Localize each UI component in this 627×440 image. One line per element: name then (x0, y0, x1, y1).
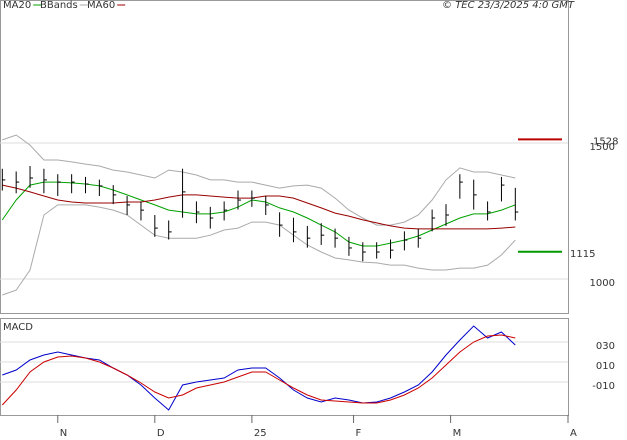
legend-label: MA60 (87, 0, 115, 11)
series-line (1, 334, 516, 406)
x-tick-label: A (570, 428, 577, 439)
x-tick-label: M (453, 428, 462, 439)
legend-label: BBands (40, 0, 78, 11)
macd-panel (0, 318, 569, 416)
series-line (2, 184, 516, 230)
source: © TEC 23/3/2025 4:0 GMT (442, 0, 575, 11)
y-tick-label: -010 (592, 381, 615, 392)
x-tick-label: 25 (254, 428, 267, 439)
price-panel (0, 0, 569, 314)
x-tick-label: F (356, 428, 362, 439)
x-tick-label: D (157, 428, 165, 439)
y-tick-label: 1500 (590, 142, 615, 153)
series-line (2, 325, 516, 411)
y-tick-label: 030 (596, 341, 615, 352)
series-line (2, 204, 516, 296)
legend-label: MA20 (3, 0, 31, 11)
y-tick-label: 010 (596, 361, 615, 372)
macd-title: MACD (3, 322, 33, 333)
level-label: 1115 (570, 249, 595, 260)
level-label: 1528 (593, 136, 618, 147)
y-tick-label: 1000 (590, 278, 615, 289)
x-tick-label: N (60, 428, 67, 439)
series-line (2, 134, 516, 226)
